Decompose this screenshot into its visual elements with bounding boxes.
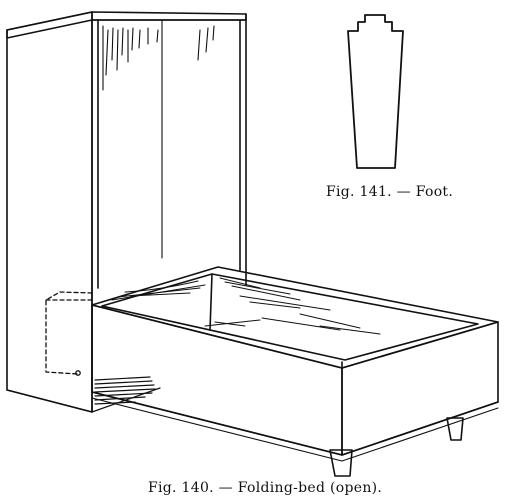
bed-interior-grain (111, 277, 381, 335)
foot-drawing (347, 14, 404, 169)
cabinet-left-side (6, 11, 93, 413)
bed-leg-front (329, 449, 353, 477)
cabinet-top (6, 11, 247, 39)
cabinet-base (6, 376, 161, 413)
cabinet-interior-shading (102, 19, 215, 259)
bed-leg-back (446, 417, 464, 441)
bed-legs (329, 417, 464, 477)
figure-141-caption: Fig. 141. — Foot. (326, 184, 454, 200)
bed-front-side (91, 304, 343, 456)
bed-box (45, 266, 499, 462)
cabinet (6, 11, 247, 413)
hidden-bed-outline (45, 291, 93, 375)
bed-rim-inner (101, 273, 479, 361)
figure-140-caption: Fig. 140. — Folding-bed (open). (148, 480, 383, 496)
